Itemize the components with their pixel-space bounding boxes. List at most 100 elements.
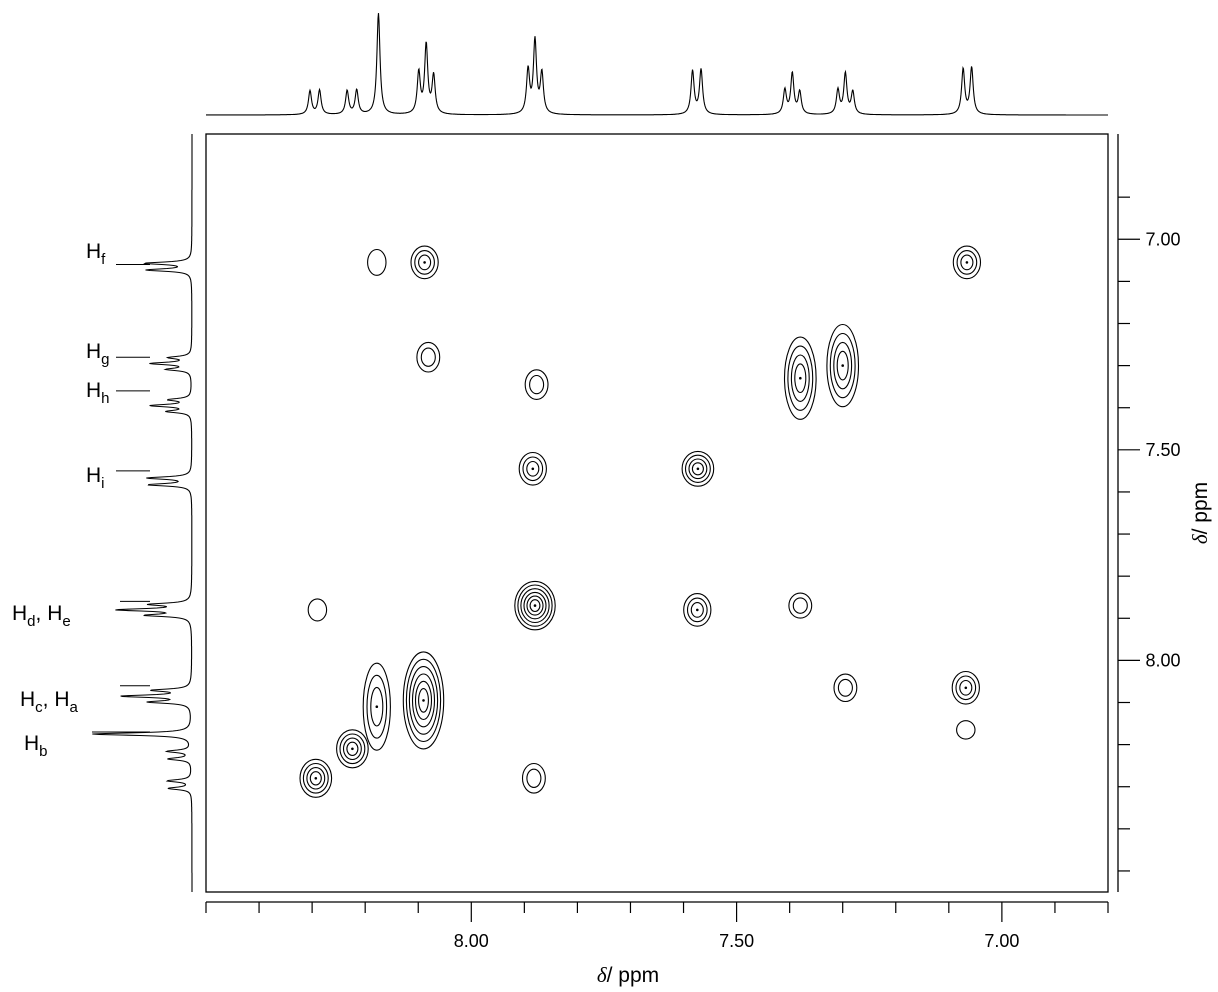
- contour-level: [514, 580, 556, 631]
- cross-peak: [524, 369, 549, 400]
- cross-peak: [833, 673, 858, 703]
- contour-level: [529, 599, 541, 613]
- cross-peak: [826, 323, 860, 408]
- cross-peak: [788, 592, 813, 619]
- contour-level: [370, 686, 384, 727]
- y-axis-title-symbol: δ: [1188, 533, 1212, 544]
- contour-level: [307, 598, 328, 622]
- contour-level: [416, 341, 441, 373]
- cross-peak: [956, 720, 976, 740]
- contour-level: [829, 332, 856, 399]
- contour-level: [518, 451, 547, 486]
- contour-level: [420, 347, 436, 367]
- x-axis-title: δ/ ppm: [597, 963, 659, 987]
- contour-level: [517, 584, 553, 627]
- plot-frame: [205, 133, 1109, 893]
- top-projection-trace: [206, 13, 1108, 116]
- contour-center: [533, 604, 537, 607]
- contour-center: [422, 699, 425, 702]
- contour-level: [955, 675, 977, 701]
- cross-peak: [367, 248, 387, 276]
- contour-center: [696, 608, 699, 612]
- contour-level: [691, 462, 704, 476]
- contour-level: [521, 762, 546, 794]
- peak-label-hh: Hh: [86, 379, 110, 407]
- cross-peak: [951, 670, 980, 705]
- contour-level: [522, 456, 544, 482]
- contour-level: [302, 762, 329, 794]
- cross-peak: [521, 762, 546, 794]
- contour-level: [683, 593, 712, 627]
- contour-level: [684, 454, 711, 483]
- cross-peak: [307, 598, 328, 622]
- contour-level: [526, 768, 542, 788]
- contour-level: [688, 458, 708, 480]
- contour-level: [414, 250, 435, 275]
- contour-center: [423, 261, 426, 264]
- contour-level: [956, 250, 978, 275]
- contour-level: [529, 374, 545, 395]
- contour-level: [690, 602, 704, 618]
- y-tick-label: 7.50: [1145, 440, 1180, 460]
- y-axis-ticks: [1118, 196, 1140, 872]
- cross-peak: [518, 451, 547, 486]
- peak-label-hc-ha: Hc, Ha: [20, 688, 79, 716]
- cross-peak: [783, 336, 817, 420]
- contour-level: [366, 674, 388, 739]
- x-tick-label: 7.50: [719, 931, 754, 951]
- x-axis-ticks: [205, 902, 1109, 922]
- x-tick-label: 8.00: [454, 931, 489, 951]
- contour-center: [531, 467, 535, 471]
- peak-label-hi: Hi: [86, 464, 105, 492]
- cross-peak: [952, 245, 982, 280]
- contour-center: [965, 261, 969, 264]
- cross-peak: [683, 593, 712, 627]
- left-projection-trace: [92, 134, 193, 892]
- contour-center: [375, 705, 379, 708]
- contour-level: [411, 673, 436, 728]
- cross-peaks: [299, 245, 982, 798]
- contour-level: [686, 597, 708, 623]
- contour-level: [306, 767, 326, 790]
- contour-level: [833, 673, 858, 703]
- contour-level: [367, 248, 387, 276]
- contour-level: [523, 591, 547, 620]
- y-axis-title-unit: / ppm: [1189, 482, 1212, 535]
- peak-label-hg: Hg: [86, 340, 110, 368]
- x-tick-label: 7.00: [984, 931, 1019, 951]
- cross-peak: [410, 245, 439, 280]
- contour-center: [964, 686, 968, 690]
- cross-peak: [299, 758, 333, 798]
- cross-peak: [402, 651, 445, 750]
- contour-level: [792, 597, 808, 614]
- x-axis: 8.00 7.50 7.00 δ/ ppm: [205, 901, 1109, 987]
- contour-level: [405, 658, 442, 743]
- contour-level: [681, 450, 715, 487]
- cross-peak: [416, 341, 441, 373]
- contour-level: [524, 369, 549, 400]
- cross-peak: [336, 729, 369, 769]
- contour-level: [837, 678, 853, 697]
- contour-level: [418, 688, 429, 713]
- contour-level: [346, 741, 359, 756]
- contour-level: [299, 758, 333, 798]
- cross-peak: [514, 580, 556, 631]
- contour-center: [799, 376, 802, 380]
- contour-level: [336, 729, 369, 769]
- peak-labels: Hf Hg Hh Hi Hd, He Hc, Ha Hb: [12, 240, 110, 760]
- contour-level: [526, 595, 544, 616]
- contour-level: [836, 350, 849, 381]
- x-axis-title-unit: / ppm: [607, 964, 660, 987]
- contour-level: [783, 336, 817, 420]
- contour-level: [826, 323, 860, 408]
- peak-label-hd-he: Hd, He: [12, 602, 71, 630]
- contour-level: [402, 651, 445, 750]
- contour-level: [787, 345, 814, 411]
- peak-label-hb: Hb: [24, 732, 48, 760]
- contour-level: [410, 245, 439, 280]
- contour-level: [960, 254, 974, 271]
- contour-level: [790, 354, 810, 402]
- contour-center: [351, 747, 354, 751]
- contour-level: [408, 666, 439, 735]
